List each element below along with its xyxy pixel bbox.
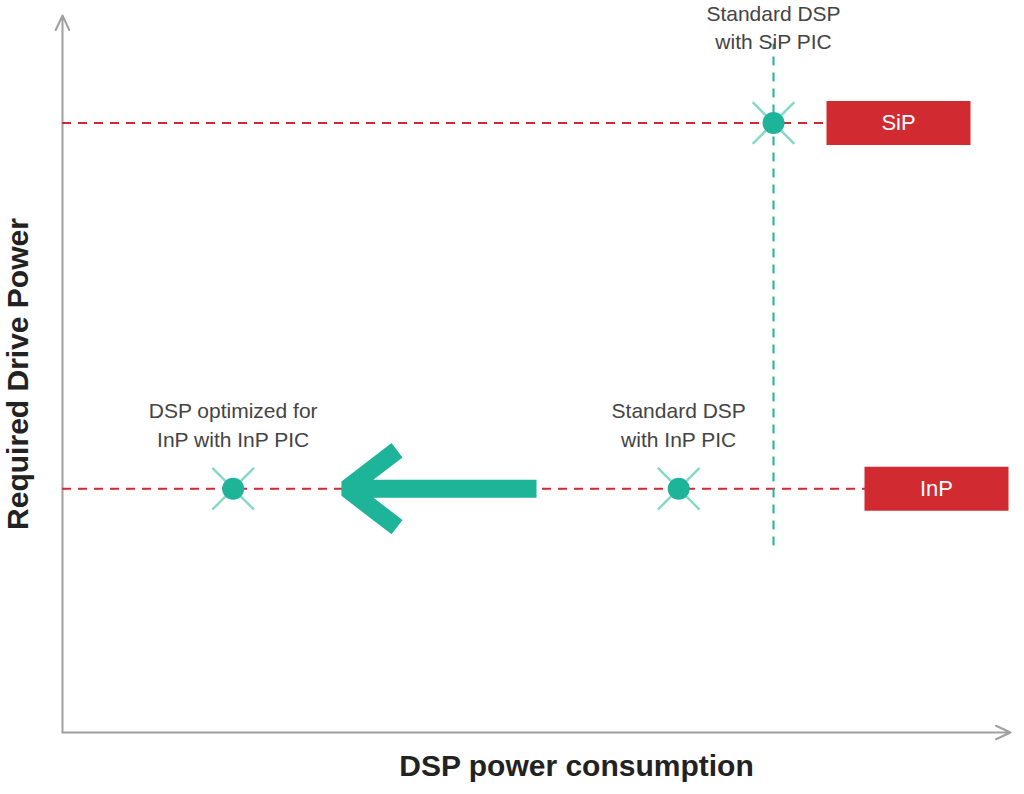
svg-text:Required Drive Power: Required Drive Power — [1, 218, 34, 530]
svg-text:SiP: SiP — [881, 110, 915, 135]
svg-text:DSP optimized forInP with InP: DSP optimized forInP with InP PIC — [149, 399, 318, 450]
svg-text:InP: InP — [920, 476, 953, 501]
svg-text:DSP power consumption: DSP power consumption — [399, 749, 753, 782]
svg-text:Standard DSPwith InP PIC: Standard DSPwith InP PIC — [612, 399, 746, 450]
svg-text:Standard DSPwith SiP PIC: Standard DSPwith SiP PIC — [706, 2, 840, 53]
